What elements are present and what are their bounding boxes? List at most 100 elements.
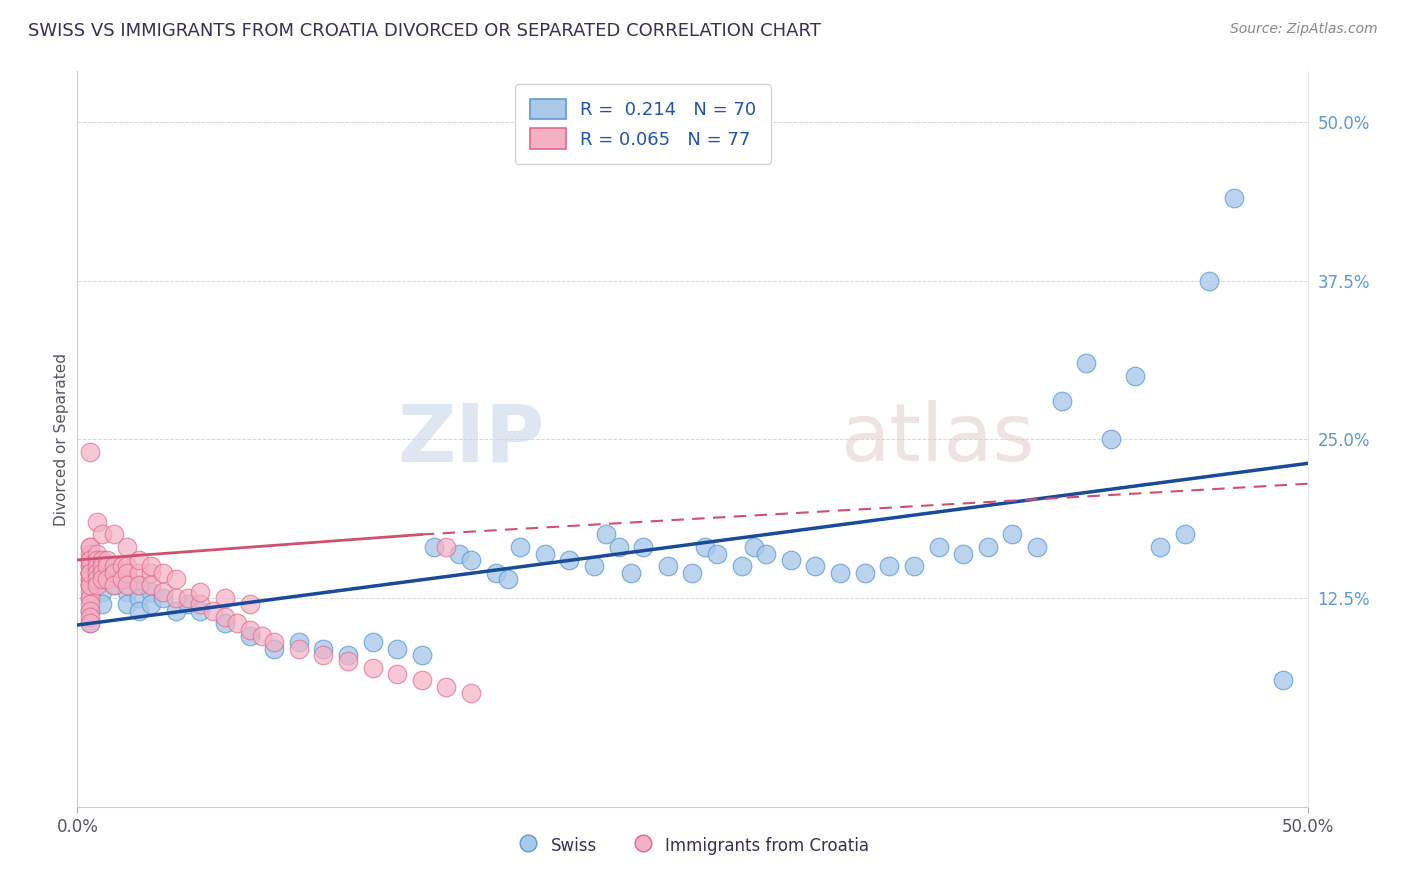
Point xyxy=(79,572,101,586)
Point xyxy=(853,566,876,580)
Point xyxy=(804,559,827,574)
Point xyxy=(141,578,163,592)
Point xyxy=(90,553,114,567)
Point xyxy=(111,572,132,586)
Point xyxy=(755,547,778,561)
Point xyxy=(250,629,273,643)
Point xyxy=(86,559,108,574)
Point xyxy=(79,584,101,599)
Point xyxy=(115,572,138,586)
Point xyxy=(128,578,150,592)
Point xyxy=(361,661,384,675)
Point xyxy=(633,540,655,554)
Point xyxy=(1272,673,1295,688)
Point xyxy=(86,578,108,592)
Point xyxy=(1174,527,1197,541)
Point xyxy=(226,616,249,631)
Point xyxy=(103,578,125,592)
Point xyxy=(952,547,974,561)
Point xyxy=(103,527,125,541)
Point xyxy=(128,553,150,567)
Point xyxy=(79,540,101,554)
Point xyxy=(620,566,643,580)
Point xyxy=(607,540,630,554)
Point xyxy=(86,566,108,580)
Point xyxy=(595,527,617,541)
Point xyxy=(411,673,433,688)
Point xyxy=(385,667,409,681)
Point xyxy=(141,559,163,574)
Point xyxy=(111,559,132,574)
Point xyxy=(79,604,101,618)
Point xyxy=(128,566,150,580)
Point xyxy=(423,540,446,554)
Point xyxy=(141,566,163,580)
Point xyxy=(115,540,138,554)
Point xyxy=(79,597,101,611)
Point xyxy=(86,572,108,586)
Point xyxy=(152,591,174,605)
Point xyxy=(534,547,557,561)
Point xyxy=(79,445,101,459)
Point xyxy=(90,527,114,541)
Point xyxy=(79,616,101,631)
Point xyxy=(693,540,716,554)
Point xyxy=(115,559,138,574)
Point xyxy=(115,566,138,580)
Point xyxy=(128,578,150,592)
Point xyxy=(1026,540,1049,554)
Point xyxy=(903,559,925,574)
Text: ZIP: ZIP xyxy=(398,401,546,478)
Point xyxy=(682,566,704,580)
Point xyxy=(496,572,519,586)
Point xyxy=(361,635,384,649)
Point xyxy=(780,553,803,567)
Point xyxy=(128,591,150,605)
Point xyxy=(583,559,606,574)
Point xyxy=(79,540,101,554)
Point xyxy=(1050,394,1073,409)
Point xyxy=(239,629,262,643)
Point xyxy=(90,572,114,586)
Point xyxy=(152,566,174,580)
Point xyxy=(706,547,728,561)
Point xyxy=(103,578,125,592)
Point xyxy=(214,591,236,605)
Point xyxy=(1076,356,1098,370)
Point xyxy=(239,597,262,611)
Point xyxy=(115,584,138,599)
Point xyxy=(830,566,852,580)
Point xyxy=(90,566,114,580)
Point xyxy=(90,572,114,586)
Point xyxy=(177,597,200,611)
Point xyxy=(263,641,285,656)
Point xyxy=(436,680,458,694)
Point xyxy=(312,648,335,662)
Point xyxy=(79,553,101,567)
Point xyxy=(103,566,125,580)
Point xyxy=(79,566,101,580)
Point xyxy=(288,635,311,649)
Point xyxy=(436,540,458,554)
Point xyxy=(165,572,187,586)
Text: SWISS VS IMMIGRANTS FROM CROATIA DIVORCED OR SEPARATED CORRELATION CHART: SWISS VS IMMIGRANTS FROM CROATIA DIVORCE… xyxy=(28,22,821,40)
Point xyxy=(1001,527,1024,541)
Point xyxy=(239,623,262,637)
Point xyxy=(79,610,101,624)
Point xyxy=(128,604,150,618)
Y-axis label: Divorced or Separated: Divorced or Separated xyxy=(53,353,69,525)
Point xyxy=(79,578,101,592)
Point xyxy=(201,604,224,618)
Point xyxy=(188,584,212,599)
Point xyxy=(86,547,108,561)
Point xyxy=(96,553,118,567)
Point xyxy=(165,604,187,618)
Point xyxy=(214,616,236,631)
Text: Source: ZipAtlas.com: Source: ZipAtlas.com xyxy=(1230,22,1378,37)
Point xyxy=(657,559,679,574)
Point xyxy=(79,578,101,592)
Point xyxy=(79,604,101,618)
Point xyxy=(90,597,114,611)
Point xyxy=(558,553,581,567)
Point xyxy=(141,597,163,611)
